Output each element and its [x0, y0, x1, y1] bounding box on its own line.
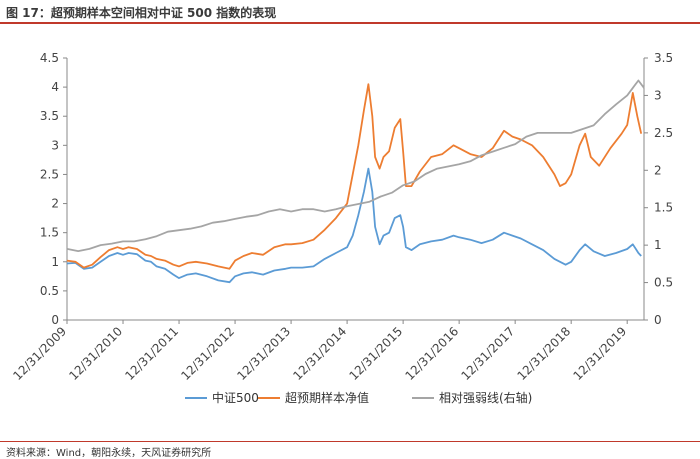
axes: 0 0.5 1 1.5 2 2.5 3 3.5 4 4.5 0 0.5 1 1.5 2 2.5 3 3.5 12/3… — [10, 51, 673, 383]
y-right-tick-label: 1.5 — [654, 201, 673, 215]
legend: 中证500 超预期样本净值 相对强弱线(右轴) — [185, 390, 532, 405]
y-left-tick-label: 1.5 — [40, 226, 59, 240]
series-line-1 — [66, 83, 643, 270]
line-chart: 0 0.5 1 1.5 2 2.5 3 3.5 4 4.5 0 0.5 1 1.5 2 2.5 3 3.5 12/3… — [10, 51, 673, 405]
x-tick-label: 12/31/2009 — [10, 324, 69, 383]
y-left-tick-label: 0 — [51, 313, 59, 327]
x-tick-label: 12/31/2017 — [458, 324, 517, 383]
y-right-tick-label: 2 — [654, 163, 662, 177]
x-tick-label: 12/31/2018 — [514, 324, 573, 383]
x-tick-label: 12/31/2012 — [178, 324, 237, 383]
y-right-tick-label: 0 — [654, 313, 662, 327]
x-tick-label: 12/31/2010 — [66, 324, 125, 383]
title-rule — [0, 22, 700, 24]
x-tick-label: 12/31/2015 — [346, 324, 405, 383]
y-left-tick-label: 4.5 — [40, 51, 59, 65]
legend-label-2: 相对强弱线(右轴) — [439, 390, 532, 405]
y-left-tick-label: 3 — [51, 138, 59, 152]
y-left-tick-label: 4 — [51, 80, 59, 94]
x-tick-label: 12/31/2014 — [290, 324, 349, 383]
y-right-tick-label: 3 — [654, 88, 662, 102]
y-right-tick-label: 2.5 — [654, 126, 673, 140]
x-tick-label: 12/31/2013 — [234, 324, 293, 383]
y-left-tick-label: 2.5 — [40, 167, 59, 181]
legend-label-0: 中证500 — [212, 390, 259, 405]
x-tick-label: 12/31/2019 — [571, 324, 630, 383]
y-left-tick-label: 2 — [51, 197, 59, 211]
y-right-tick-label: 3.5 — [654, 51, 673, 65]
y-left-tick-label: 3.5 — [40, 109, 59, 123]
x-tick-label: 12/31/2016 — [402, 324, 461, 383]
legend-label-1: 超预期样本净值 — [285, 390, 369, 405]
series-line-0 — [66, 167, 642, 284]
source-note: 资料来源：Wind，朝阳永续，天风证券研究所 — [6, 448, 212, 459]
source-rule — [0, 441, 700, 442]
series-group — [66, 79, 645, 284]
y-right-tick-label: 1 — [654, 238, 662, 252]
y-left-tick-label: 0.5 — [40, 284, 59, 298]
figure-title: 图 17：超预期样本空间相对中证 500 指数的表现 — [6, 6, 277, 20]
x-tick-label: 12/31/2011 — [122, 324, 181, 383]
series-line-2 — [66, 79, 645, 252]
y-left-tick-label: 1 — [51, 255, 59, 269]
y-right-tick-label: 0.5 — [654, 276, 673, 290]
